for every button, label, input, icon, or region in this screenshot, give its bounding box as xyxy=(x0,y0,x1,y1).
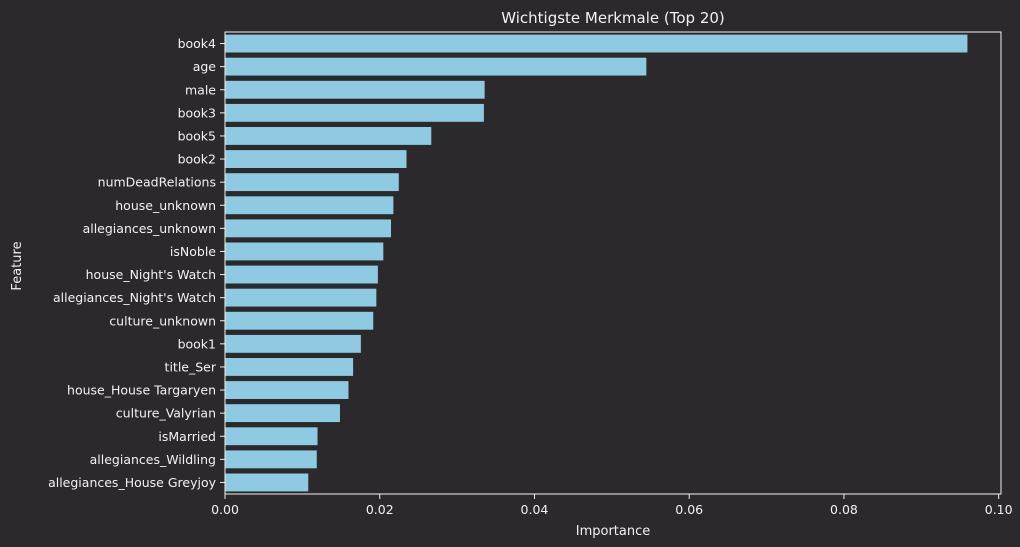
bar-house_unknown xyxy=(224,195,394,215)
x-axis-label: Importance xyxy=(576,524,651,539)
bar-male xyxy=(224,80,486,100)
x-tick-label: 0.06 xyxy=(675,502,703,517)
bar-house_Night's Watch xyxy=(224,265,379,285)
y-tick-label: numDeadRelations xyxy=(98,175,216,190)
bar-allegiances_Night's Watch xyxy=(224,288,377,308)
y-tick-label: book5 xyxy=(178,128,216,143)
bar-culture_unknown xyxy=(224,311,374,331)
x-ticks: 0.00 0.02 0.04 0.06 0.08 0.10 xyxy=(211,494,1013,517)
x-tick-label: 0.02 xyxy=(366,502,394,517)
y-tick-label: allegiances_Wildling xyxy=(90,452,216,467)
y-tick-label: culture_Valyrian xyxy=(116,406,216,421)
y-tick-label: allegiances_Night's Watch xyxy=(53,290,216,305)
bar-title_Ser xyxy=(224,357,354,377)
y-tick-label: isNoble xyxy=(170,244,216,259)
y-tick-label: house_House Targaryen xyxy=(67,383,216,398)
y-tick-label: age xyxy=(193,59,217,74)
bar-house_House Targaryen xyxy=(224,380,350,400)
bar-culture_Valyrian xyxy=(224,403,341,423)
bar-book3 xyxy=(224,103,485,123)
x-tick-label: 0.08 xyxy=(830,502,858,517)
chart-title: Wichtigste Merkmale (Top 20) xyxy=(501,9,725,27)
bar-age xyxy=(224,57,647,77)
bar-isMarried xyxy=(224,426,319,446)
y-axis-label: Feature xyxy=(10,241,25,290)
bar-allegiances_unknown xyxy=(224,218,392,238)
bars-group xyxy=(224,34,969,492)
y-tick-label: allegiances_unknown xyxy=(83,221,216,236)
y-tick-labels: book4 age male book3 book5 book2 numDeadRelati… xyxy=(48,36,225,490)
y-tick-label: isMarried xyxy=(158,429,216,444)
plot-frame xyxy=(224,31,1002,495)
bar-isNoble xyxy=(224,241,384,261)
bar-book1 xyxy=(224,334,362,354)
x-tick-label: 0.04 xyxy=(521,502,549,517)
bar-book4 xyxy=(224,34,969,54)
bar-allegiances_House Greyjoy xyxy=(224,472,309,492)
x-tick-label: 0.10 xyxy=(985,502,1013,517)
y-tick-label: title_Ser xyxy=(165,359,217,374)
y-tick-label: culture_unknown xyxy=(109,313,216,328)
bar-book2 xyxy=(224,149,408,169)
bar-numDeadRelations xyxy=(224,172,400,192)
y-tick-label: book1 xyxy=(178,336,216,351)
y-tick-label: house_Night's Watch xyxy=(86,267,216,282)
y-tick-label: book2 xyxy=(178,152,216,167)
y-tick-label: book4 xyxy=(178,36,216,51)
bar-book5 xyxy=(224,126,432,146)
y-tick-label: allegiances_House Greyjoy xyxy=(48,475,217,490)
bar-allegiances_Wildling xyxy=(224,449,318,469)
y-tick-label: book3 xyxy=(178,105,216,120)
y-tick-label: male xyxy=(185,82,216,97)
y-tick-label: house_unknown xyxy=(115,198,216,213)
x-tick-label: 0.00 xyxy=(211,502,239,517)
